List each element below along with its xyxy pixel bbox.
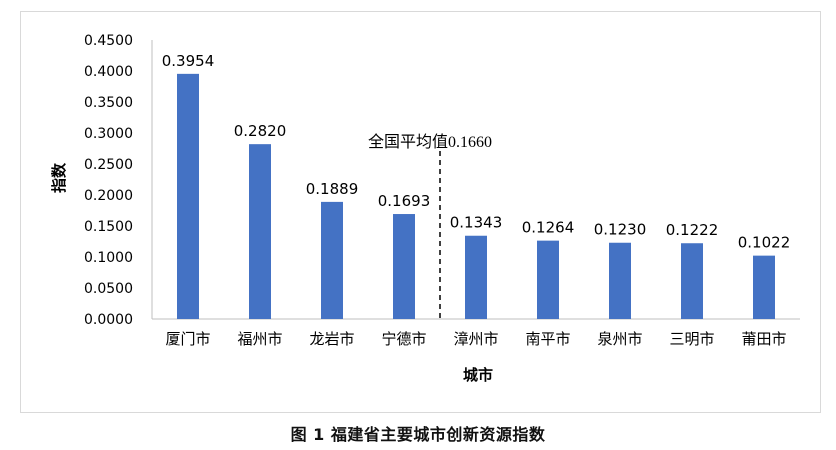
y-tick-label: 0.1500: [84, 219, 133, 235]
y-axis-title: 指数: [50, 162, 68, 193]
value-labels: 0.3954 0.2820 0.1889 0.1693 0.1343 0.1264 0.12…: [162, 52, 791, 252]
x-tick-label: 宁德市: [381, 330, 426, 348]
y-tick-label: 0.1000: [84, 250, 133, 266]
y-tick-label: 0.0500: [84, 281, 133, 297]
figure-caption: 图 1 福建省主要城市创新资源指数: [290, 425, 546, 444]
y-tick-label: 0.2000: [84, 188, 133, 204]
x-tick-label: 福州市: [237, 330, 282, 348]
average-reference-label: 全国平均值0.1660: [368, 133, 492, 151]
x-tick-label: 南平市: [525, 330, 570, 348]
y-tick-label: 0.4000: [84, 64, 133, 80]
bar: [537, 240, 559, 319]
bar-value-label: 0.1693: [378, 192, 431, 210]
x-axis-tick-labels: 厦门市 福州市 龙岩市 宁德市 漳州市 南平市 泉州市 三明市 莆田市: [165, 330, 786, 348]
bar: [177, 73, 199, 320]
bar: [609, 242, 631, 319]
y-tick-label: 0.2500: [84, 157, 133, 173]
x-axis-title: 城市: [463, 366, 493, 384]
bar-series: [177, 73, 775, 320]
x-tick-label: 厦门市: [165, 330, 210, 348]
bar: [321, 201, 343, 319]
bar-value-label: 0.1022: [738, 234, 791, 252]
bar-chart: 0.0000 0.0500 0.1000 0.1500 0.2000 0.2500 0.30…: [50, 33, 800, 384]
x-tick-label: 莆田市: [741, 330, 786, 348]
bar-value-label: 0.3954: [162, 52, 215, 70]
y-tick-label: 0.3000: [84, 126, 133, 142]
bar: [393, 214, 415, 319]
bar: [753, 255, 775, 319]
bar-value-label: 0.1343: [450, 214, 503, 232]
chart-frame: [20, 11, 821, 413]
x-tick-label: 泉州市: [597, 330, 642, 348]
y-tick-label: 0.4500: [84, 33, 133, 49]
bar-value-label: 0.1264: [522, 219, 575, 237]
bar-value-label: 0.1889: [306, 180, 359, 198]
bar-value-label: 0.1230: [594, 221, 647, 239]
bar-value-label: 0.2820: [234, 122, 287, 140]
bar: [249, 144, 271, 319]
x-tick-label: 漳州市: [453, 330, 498, 348]
bar: [681, 243, 703, 319]
y-tick-label: 0.3500: [84, 95, 133, 111]
x-tick-label: 三明市: [669, 330, 714, 348]
bar: [465, 235, 487, 319]
y-axis-ticks: 0.0000 0.0500 0.1000 0.1500 0.2000 0.2500 0.30…: [84, 33, 133, 328]
x-tick-label: 龙岩市: [309, 330, 354, 348]
y-tick-label: 0.0000: [84, 312, 133, 328]
bar-value-label: 0.1222: [666, 221, 719, 239]
